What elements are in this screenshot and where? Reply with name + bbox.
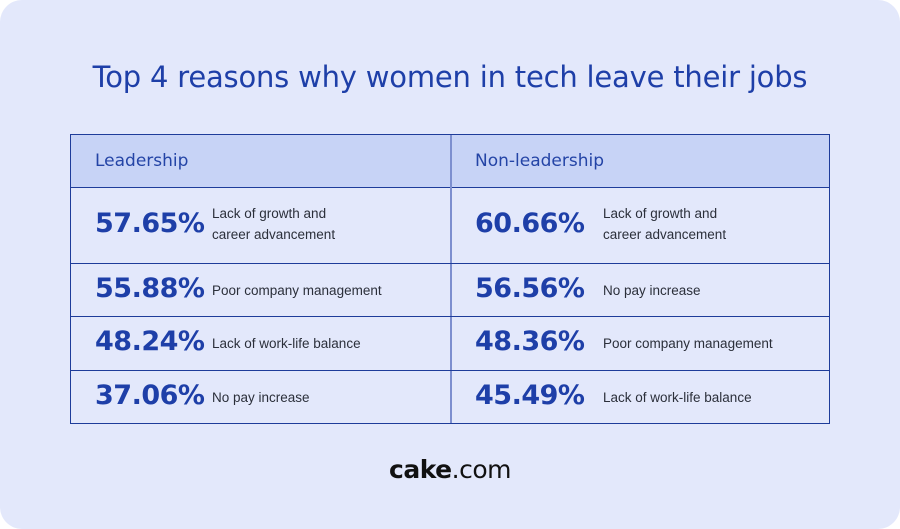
- cake-logo: cake.com: [0, 455, 900, 484]
- leadership-percent-3: 48.24%: [95, 326, 205, 357]
- non-leadership-reason-4: Lack of work-life balance: [603, 390, 752, 405]
- page-title: Top 4 reasons why women in tech leave th…: [92, 60, 808, 94]
- logo-domain: .com: [451, 455, 512, 484]
- leadership-percent-4: 37.06%: [95, 380, 205, 411]
- column-header-non-leadership: Non-leadership: [475, 151, 605, 171]
- leadership-percent-1: 57.65%: [95, 208, 205, 239]
- non-leadership-percent-4: 45.49%: [475, 380, 585, 411]
- non-leadership-reason-3: Poor company management: [603, 336, 773, 351]
- column-divider: [450, 135, 452, 423]
- leadership-reason-3: Lack of work-life balance: [212, 336, 361, 351]
- non-leadership-percent-1: 60.66%: [475, 208, 585, 239]
- row-divider: [71, 316, 829, 317]
- leadership-reason-1: Lack of growth and career advancement: [212, 206, 336, 242]
- row-divider: [71, 263, 829, 264]
- non-leadership-percent-2: 56.56%: [475, 273, 585, 304]
- non-leadership-reason-2: No pay increase: [603, 283, 701, 298]
- reasons-table: Leadership Non-leadership 57.65% Lack of…: [70, 134, 830, 424]
- non-leadership-reason-1: Lack of growth and career advancement: [603, 206, 727, 242]
- non-leadership-percent-3: 48.36%: [475, 326, 585, 357]
- leadership-reason-4: No pay increase: [212, 390, 310, 405]
- logo-brand: cake: [389, 455, 452, 484]
- leadership-reason-2: Poor company management: [212, 283, 382, 298]
- leadership-percent-2: 55.88%: [95, 273, 205, 304]
- row-divider: [71, 370, 829, 371]
- column-header-leadership: Leadership: [95, 151, 189, 171]
